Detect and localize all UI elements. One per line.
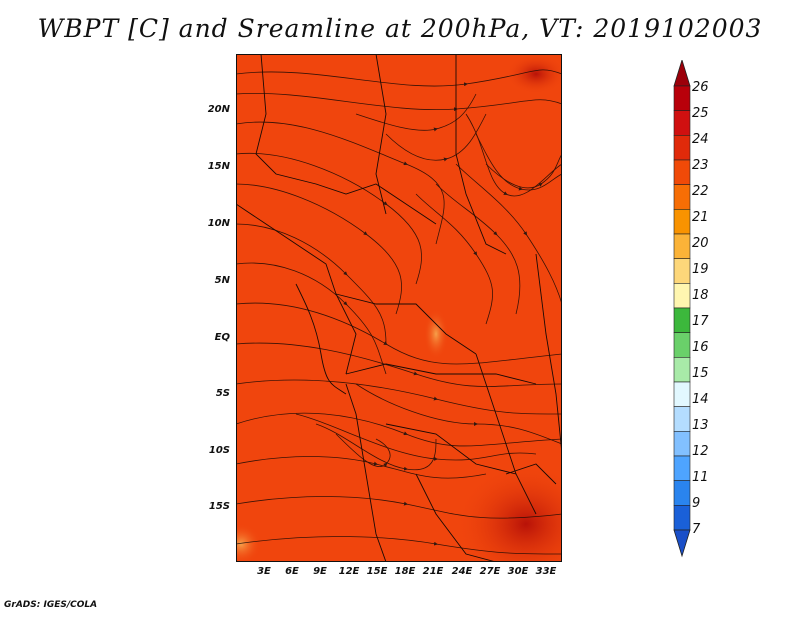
colorbar-cell <box>673 159 691 185</box>
map-border <box>236 54 562 562</box>
colorbar-label-9: 9 <box>692 496 701 511</box>
colorbar-label-18: 18 <box>692 288 709 303</box>
colorbar-label-7: 7 <box>692 522 701 537</box>
colorbar-label-11: 11 <box>692 470 709 485</box>
lon-label-27e: 27E <box>479 566 501 577</box>
colorbar-cell <box>673 184 691 210</box>
lat-label-15s: 15S <box>208 501 230 512</box>
colorbar-cell <box>673 332 691 358</box>
colorbar-cell <box>673 455 691 481</box>
colorbar-cell <box>673 233 691 259</box>
colorbar-label-26: 26 <box>692 80 709 95</box>
lon-label-12e: 12E <box>338 566 360 577</box>
colorbar-label-14: 14 <box>692 392 709 407</box>
grads-credit: GrADS: IGES/COLA <box>4 600 98 610</box>
colorbar-cell <box>673 283 691 309</box>
colorbar-label-13: 13 <box>692 418 709 433</box>
colorbar-cell <box>673 505 691 531</box>
colorbar-label-20: 20 <box>692 236 709 251</box>
country-borders <box>236 54 562 562</box>
lat-label-15n: 15N <box>207 161 230 172</box>
colorbar-label-23: 23 <box>692 158 709 173</box>
colorbar-cell <box>673 480 691 506</box>
lon-label-15e: 15E <box>366 566 388 577</box>
lon-label-18e: 18E <box>394 566 416 577</box>
colorbar-cell <box>673 110 691 136</box>
colorbar-cell <box>673 431 691 457</box>
lon-label-9e: 9E <box>313 566 327 577</box>
lat-label-5s: 5S <box>215 388 230 399</box>
lon-label-21e: 21E <box>422 566 444 577</box>
lat-label-10n: 10N <box>207 218 230 229</box>
colorbar-cells <box>673 85 691 531</box>
lon-label-6e: 6E <box>285 566 299 577</box>
colorbar-top-arrow <box>673 60 691 87</box>
colorbar <box>673 60 691 558</box>
colorbar-label-17: 17 <box>692 314 709 329</box>
lat-label-eq: EQ <box>214 332 230 343</box>
wbpt-cool-area <box>424 309 448 359</box>
colorbar-label-24: 24 <box>692 132 709 147</box>
colorbar-cell <box>673 209 691 235</box>
colorbar-cell <box>673 258 691 284</box>
map-panel <box>236 54 562 562</box>
lat-label-10s: 10S <box>208 445 230 456</box>
colorbar-label-19: 19 <box>692 262 709 277</box>
colorbar-label-15: 15 <box>692 366 709 381</box>
wbpt-warm-area-ne <box>506 54 562 94</box>
lon-label-33e: 33E <box>535 566 557 577</box>
map-title: WBPT [C] and Sreamline at 200hPa, VT: 20… <box>37 14 763 43</box>
wbpt-warm-area <box>456 464 562 562</box>
colorbar-label-21: 21 <box>692 210 709 225</box>
lon-label-30e: 30E <box>507 566 529 577</box>
colorbar-label-16: 16 <box>692 340 709 355</box>
colorbar-label-12: 12 <box>692 444 709 459</box>
colorbar-cell <box>673 307 691 333</box>
lon-label-24e: 24E <box>451 566 473 577</box>
wbpt-cool-area-sw <box>236 524 261 562</box>
colorbar-cell <box>673 85 691 111</box>
colorbar-cell <box>673 381 691 407</box>
lon-label-3e: 3E <box>257 566 271 577</box>
lat-label-5n: 5N <box>214 275 230 286</box>
colorbar-cell <box>673 406 691 432</box>
colorbar-cell <box>673 135 691 161</box>
colorbar-cell <box>673 357 691 383</box>
colorbar-label-22: 22 <box>692 184 709 199</box>
lat-label-20n: 20N <box>207 104 230 115</box>
colorbar-bottom-arrow <box>673 529 691 558</box>
streamlines <box>236 69 562 555</box>
colorbar-label-25: 25 <box>692 106 709 121</box>
